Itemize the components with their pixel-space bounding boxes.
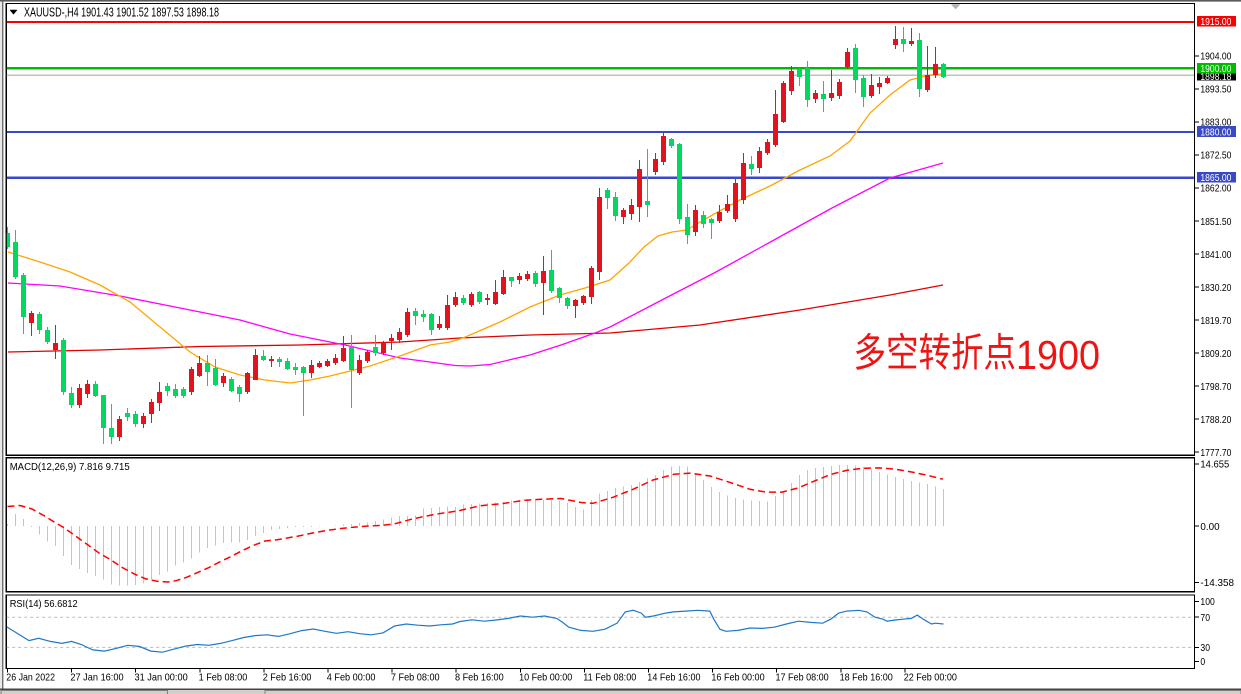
svg-text:1809.20: 1809.20 xyxy=(1200,348,1231,360)
svg-text:-14.358: -14.358 xyxy=(1200,577,1234,589)
svg-text:70: 70 xyxy=(1200,612,1210,624)
svg-text:1872.50: 1872.50 xyxy=(1200,150,1231,162)
svg-text:0.00: 0.00 xyxy=(1200,521,1219,533)
svg-text:11 Feb 08:00: 11 Feb 08:00 xyxy=(583,672,636,684)
svg-text:1900: 1900 xyxy=(1016,332,1100,378)
svg-text:16 Feb 00:00: 16 Feb 00:00 xyxy=(711,672,764,684)
svg-text:8 Feb 16:00: 8 Feb 16:00 xyxy=(455,672,504,684)
svg-text:4 Feb 00:00: 4 Feb 00:00 xyxy=(327,672,376,684)
svg-text:100: 100 xyxy=(1200,596,1215,608)
svg-text:1893.50: 1893.50 xyxy=(1200,84,1231,96)
svg-text:1851.50: 1851.50 xyxy=(1200,216,1231,228)
svg-text:30: 30 xyxy=(1200,642,1210,654)
svg-text:MACD(12,26,9) 7.816 9.715: MACD(12,26,9) 7.816 9.715 xyxy=(10,462,130,473)
svg-text:1 Feb 08:00: 1 Feb 08:00 xyxy=(199,672,248,684)
svg-text:1883.00: 1883.00 xyxy=(1200,117,1231,129)
svg-text:1900.00: 1900.00 xyxy=(1200,63,1231,75)
svg-text:1819.70: 1819.70 xyxy=(1200,315,1231,327)
svg-text:18 Feb 16:00: 18 Feb 16:00 xyxy=(840,672,893,684)
svg-text:17 Feb 08:00: 17 Feb 08:00 xyxy=(776,672,829,684)
svg-text:1862.00: 1862.00 xyxy=(1200,183,1231,195)
svg-text:1841.00: 1841.00 xyxy=(1200,249,1231,261)
svg-text:1898.18: 1898.18 xyxy=(1200,71,1231,83)
svg-text:RSI(14) 56.6812: RSI(14) 56.6812 xyxy=(10,599,78,610)
svg-text:14 Feb 16:00: 14 Feb 16:00 xyxy=(647,672,700,684)
svg-text:2 Feb 16:00: 2 Feb 16:00 xyxy=(263,672,312,684)
svg-text:22 Feb 00:00: 22 Feb 00:00 xyxy=(904,672,957,684)
svg-text:10 Feb 00:00: 10 Feb 00:00 xyxy=(519,672,572,684)
svg-text:27 Jan 16:00: 27 Jan 16:00 xyxy=(70,672,123,684)
svg-text:7 Feb 08:00: 7 Feb 08:00 xyxy=(391,672,440,684)
svg-text:1915.00: 1915.00 xyxy=(1200,16,1231,28)
svg-text:31 Jan 00:00: 31 Jan 00:00 xyxy=(135,672,188,684)
svg-text:14.655: 14.655 xyxy=(1200,459,1229,471)
svg-text:0: 0 xyxy=(1200,656,1205,668)
svg-text:1830.20: 1830.20 xyxy=(1200,282,1231,294)
svg-text:1798.70: 1798.70 xyxy=(1200,381,1231,393)
svg-text:XAUUSD-,H4 1901.43 1901.52 18: XAUUSD-,H4 1901.43 1901.52 1897.53 1898.… xyxy=(24,4,219,19)
svg-text:1880.00: 1880.00 xyxy=(1200,126,1231,138)
svg-text:1777.70: 1777.70 xyxy=(1200,447,1231,459)
svg-text:1865.00: 1865.00 xyxy=(1200,172,1231,184)
svg-text:1904.00: 1904.00 xyxy=(1200,51,1231,63)
svg-text:1788.20: 1788.20 xyxy=(1200,414,1231,426)
svg-text:26 Jan 2022: 26 Jan 2022 xyxy=(6,672,55,684)
